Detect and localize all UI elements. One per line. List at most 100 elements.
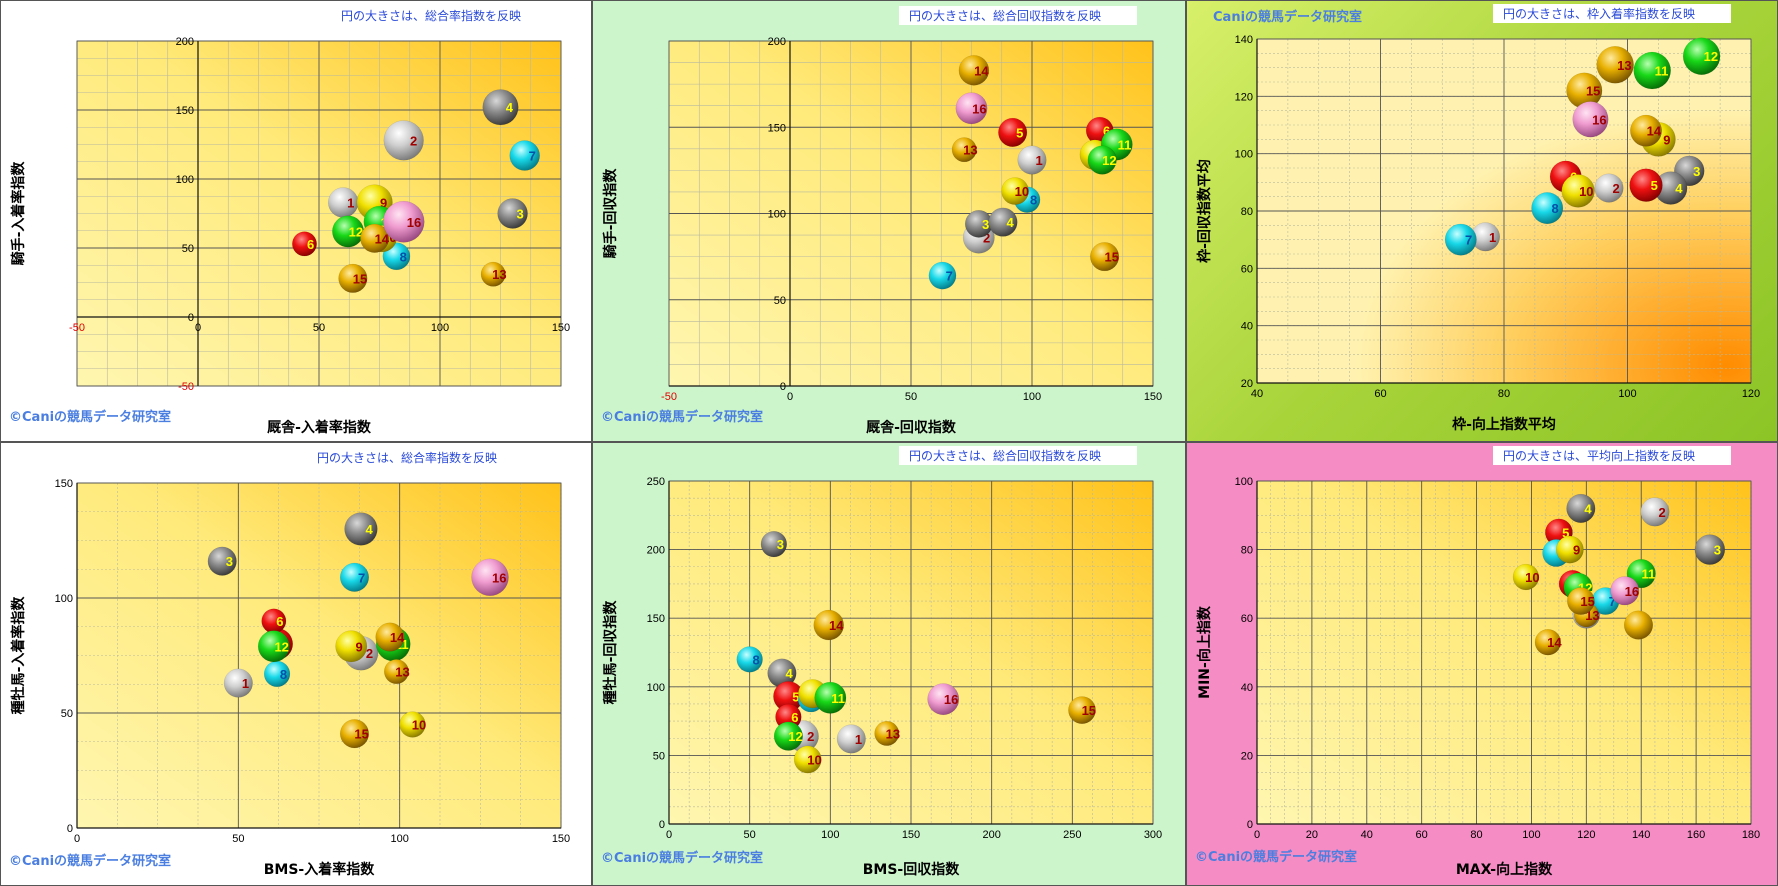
credit-text: ©Caniの競馬データ研究室 xyxy=(9,409,171,425)
bubble-label: 5 xyxy=(792,689,799,704)
x-tick-label: 120 xyxy=(1742,388,1760,400)
x-tick-label: 100 xyxy=(390,833,408,845)
svg-text:円の大きさは、総合率指数を反映: 円の大きさは、総合率指数を反映 xyxy=(341,8,521,23)
x-tick-label: 250 xyxy=(1063,829,1081,841)
y-tick-label: 150 xyxy=(647,613,665,625)
bubble-label: 4 xyxy=(1584,501,1592,516)
x-tick-label: 100 xyxy=(1618,388,1636,400)
bubble-15: 15 xyxy=(1566,587,1595,615)
bubble-label: 7 xyxy=(358,570,365,585)
bubble-label: 15 xyxy=(1082,703,1096,718)
chart-svg: 0 20 40 60 80 100 120 140 160 180 0 20 40 60 80 100 MAX-… xyxy=(1195,446,1760,878)
svg-text:円の大きさは、総合回収指数を反映: 円の大きさは、総合回収指数を反映 xyxy=(909,8,1101,23)
bubble-14: 14 xyxy=(375,622,405,652)
bubble-5: 5 xyxy=(1629,168,1663,202)
bubble-label: 13 xyxy=(492,267,506,282)
bubble-label: 5 xyxy=(1016,125,1023,140)
x-tick-label: 100 xyxy=(1023,391,1041,403)
x-tick-label: 160 xyxy=(1687,829,1705,841)
bubble-label: 16 xyxy=(1592,112,1606,127)
bubble-11: 11 xyxy=(814,681,847,714)
bubble-label: 12 xyxy=(349,224,363,239)
x-tick-label: 150 xyxy=(1144,391,1162,403)
bubble-label: 10 xyxy=(1525,570,1539,585)
y-tick-label: 40 xyxy=(1241,321,1253,333)
bubble-label: 9 xyxy=(380,195,387,210)
x-axis-title: 枠-向上指数平均 xyxy=(1452,416,1556,433)
bubble-label: 11 xyxy=(1118,138,1132,153)
chart-panel-3: 40 60 80 100 120 20 40 60 80 100 120 140 枠-向上指数平均 枠-回… xyxy=(1186,0,1778,442)
bubble-16: 16 xyxy=(927,683,960,716)
bubble-4: 4 xyxy=(1566,493,1596,523)
bubble-15: 15 xyxy=(1068,696,1096,724)
y-tick-label: 100 xyxy=(647,682,665,694)
bubble-label: 8 xyxy=(400,249,407,264)
bubble-1: 1 xyxy=(836,724,866,754)
y-tick-label: 60 xyxy=(1241,263,1253,275)
bubble-label: 13 xyxy=(886,726,900,741)
bubble-11: 11 xyxy=(1633,51,1671,90)
bubble-8: 8 xyxy=(263,660,291,688)
svg-text:円の大きさは、総合率指数を反映: 円の大きさは、総合率指数を反映 xyxy=(317,450,497,465)
bubble-label: 12 xyxy=(788,729,802,744)
bubble-10: 10 xyxy=(1001,177,1029,205)
bubble-label: 3 xyxy=(1693,164,1700,179)
chart-svg: 0 50 100 150 0 50 100 150 BMS-入着率指数 種牡馬-入着率指数 円の大き… xyxy=(9,448,570,878)
bubble-15: 15 xyxy=(1566,72,1603,109)
y-tick-label: 0 xyxy=(780,381,786,393)
size-note: 円の大きさは、総合回収指数を反映 xyxy=(899,446,1137,465)
x-tick-label: 0 xyxy=(195,322,201,334)
bubble-14: 14 xyxy=(360,223,390,253)
bubble-9: 9 xyxy=(1556,535,1584,564)
bubble-5: 5 xyxy=(998,117,1028,147)
bubble-label: 7 xyxy=(946,269,953,284)
x-axis-title: BMS-回収指数 xyxy=(863,861,960,878)
y-tick-label: 100 xyxy=(1235,476,1253,488)
bubble-label: 2 xyxy=(1658,505,1665,520)
bubble-3: 3 xyxy=(1694,534,1726,565)
bubble-14: 14 xyxy=(1630,114,1662,147)
grid xyxy=(668,40,1154,387)
bubble-label: 3 xyxy=(226,554,233,569)
bubble-label: 15 xyxy=(354,727,368,742)
x-tick-label: 80 xyxy=(1498,388,1510,400)
x-tick-label: 0 xyxy=(666,829,672,841)
x-tick-label: -50 xyxy=(69,322,85,334)
credit-text: ©Caniの競馬データ研究室 xyxy=(9,853,171,869)
bubble-label: 14 xyxy=(829,618,844,633)
size-note: 円の大きさは、総合率指数を反映 xyxy=(307,448,545,467)
bubble-label: 10 xyxy=(1579,184,1593,199)
x-tick-label: 0 xyxy=(1254,829,1260,841)
bubble-label: 2 xyxy=(1613,181,1620,196)
bubble-label: 7 xyxy=(529,149,536,164)
chart-panel-6: 0 20 40 60 80 100 120 140 160 180 0 20 40 60 80 100 MAX-… xyxy=(1186,442,1778,886)
bubble-label: 13 xyxy=(395,665,409,680)
bubble-12: 12 xyxy=(257,630,290,663)
plot-area xyxy=(1256,480,1752,825)
x-tick-label: 60 xyxy=(1374,388,1386,400)
x-tick-label: 120 xyxy=(1577,829,1595,841)
chart-svg: 0 50 100 150 200 250 300 0 50 100 150 200 250 BMS-回収指… xyxy=(601,446,1162,878)
x-tick-label: 100 xyxy=(1522,829,1540,841)
bubble-label: 1 xyxy=(855,732,862,747)
chart-panel-2: -50 0 50 100 150 0 50 100 150 200 厩舎-回収指数 騎手-回収指数 円の… xyxy=(592,0,1186,442)
bubble-label: 14 xyxy=(390,630,405,645)
bubble-3: 3 xyxy=(497,198,528,229)
bubble-label: 8 xyxy=(1030,193,1037,208)
bubble-label: 10 xyxy=(807,753,821,768)
bubble-label: 11 xyxy=(1641,567,1655,582)
bubble-label: 15 xyxy=(353,271,367,286)
x-tick-label: 150 xyxy=(552,833,570,845)
x-tick-label: 40 xyxy=(1251,388,1263,400)
bubble-label: 2 xyxy=(366,646,373,661)
bubble-label: 7 xyxy=(1465,233,1472,248)
bubble-15: 15 xyxy=(1090,242,1120,272)
bubble-label: 8 xyxy=(280,667,287,682)
y-tick-label: 140 xyxy=(1235,34,1253,46)
x-axis-title: BMS-入着率指数 xyxy=(264,861,375,878)
bubble-6: 6 xyxy=(292,231,317,257)
bubble-10: 10 xyxy=(1512,563,1540,591)
y-axis-title: 種牡馬-入着率指数 xyxy=(10,596,27,715)
size-note: 円の大きさは、総合回収指数を反映 xyxy=(899,6,1137,25)
bubble-label: 12 xyxy=(1102,153,1116,168)
